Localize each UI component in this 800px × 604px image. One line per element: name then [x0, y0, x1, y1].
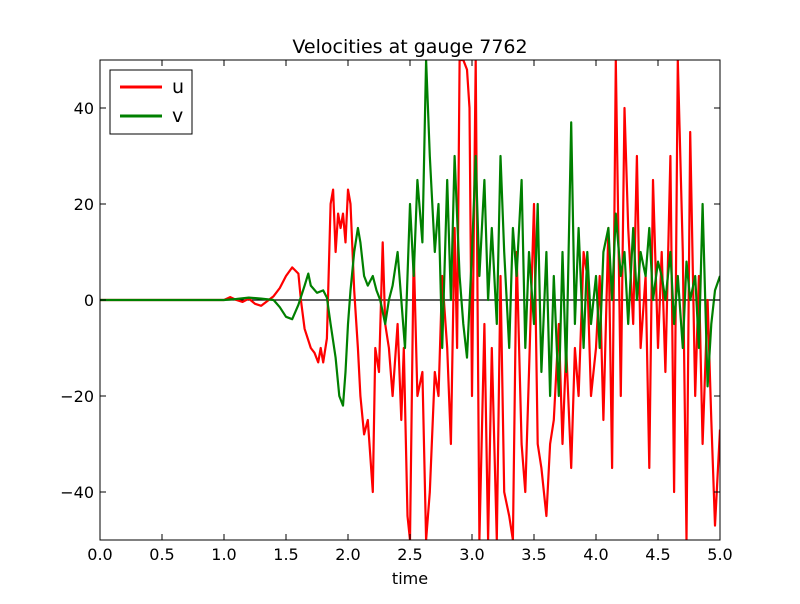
legend-box — [109, 69, 193, 135]
legend: u v — [109, 69, 193, 135]
legend-label-v: v — [172, 105, 183, 127]
x-tick-label: 0.0 — [87, 545, 112, 564]
y-tick-label: 20 — [74, 195, 94, 214]
x-tick-label: 0.5 — [149, 545, 174, 564]
data-layer — [100, 60, 720, 540]
legend-label-u: u — [172, 76, 184, 98]
x-tick-label: 5.0 — [707, 545, 732, 564]
y-tick-label: −20 — [60, 387, 94, 406]
x-tick-label: 3.5 — [521, 545, 546, 564]
x-tick-label: 4.5 — [645, 545, 670, 564]
x-tick-label: 2.0 — [335, 545, 360, 564]
x-tick-label: 2.5 — [397, 545, 422, 564]
series-line-u — [100, 60, 720, 540]
chart-title: Velocities at gauge 7762 — [292, 36, 527, 58]
plot-frame — [99, 59, 721, 541]
x-tick-label: 1.0 — [211, 545, 236, 564]
x-tick-label: 1.5 — [273, 545, 298, 564]
x-tick-label: 3.0 — [459, 545, 484, 564]
y-tick-label: 0 — [84, 291, 94, 310]
x-tick-label: 4.0 — [583, 545, 608, 564]
y-tick-label: 40 — [74, 99, 94, 118]
tick-layer: 0.0 0.5 1.0 1.5 2.0 2.5 3.0 3.5 4.0 4.5 5.0 −40 −20 0… — [60, 60, 733, 564]
series-line-v — [100, 60, 720, 407]
y-tick-label: −40 — [60, 483, 94, 502]
x-axis-label: time — [392, 569, 428, 588]
